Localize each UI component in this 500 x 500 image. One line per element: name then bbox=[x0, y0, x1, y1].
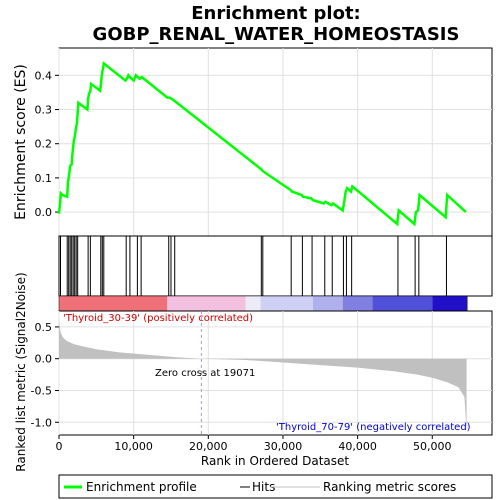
rank-heatmap-bar bbox=[58, 295, 468, 312]
heatmap-segment bbox=[260, 296, 313, 311]
es-y-axis-ticks: 0.0 0.1 0.2 0.3 0.4 bbox=[35, 69, 59, 219]
heatmap-segment bbox=[312, 296, 343, 311]
xtick-label: 0 bbox=[56, 440, 63, 453]
rank-gridlines bbox=[58, 311, 492, 435]
heatmap-segment bbox=[432, 296, 468, 311]
es-ytick-label: 0.3 bbox=[35, 104, 53, 117]
legend: Enrichment profile Hits Ranking metric sco… bbox=[64, 480, 456, 494]
rank-ytick-label: -1.0 bbox=[31, 416, 52, 429]
xtick-label: 10,000 bbox=[114, 440, 153, 453]
es-gridlines bbox=[58, 48, 492, 236]
heatmap-segment bbox=[59, 296, 168, 311]
heatmap-segment bbox=[245, 296, 261, 311]
x-axis-label: Rank in Ordered Dataset bbox=[201, 454, 349, 468]
xtick-label: 20,000 bbox=[189, 440, 228, 453]
hit-marks bbox=[59, 236, 447, 296]
positive-correlation-label: 'Thyroid_30-39' (positively correlated) bbox=[63, 313, 253, 324]
rank-ytick-label: 0.0 bbox=[35, 353, 53, 366]
xtick-label: 40,000 bbox=[338, 440, 377, 453]
chart-title-line1: Enrichment plot: bbox=[191, 3, 361, 24]
legend-label: Ranking metric scores bbox=[323, 480, 456, 494]
es-ytick-label: 0.2 bbox=[35, 138, 53, 151]
enrichment-profile-line bbox=[57, 61, 467, 227]
rank-y-axis-label: Ranked list metric (Signal2Noise) bbox=[14, 272, 28, 471]
hits-panel bbox=[58, 235, 493, 297]
rank-ytick-label: 0.5 bbox=[35, 321, 53, 334]
legend-label: Enrichment profile bbox=[86, 480, 197, 494]
zero-cross-label: Zero cross at 19071 bbox=[155, 368, 255, 379]
es-ytick-label: 0.1 bbox=[35, 172, 53, 185]
es-panel bbox=[58, 47, 493, 237]
heatmap-segment bbox=[372, 296, 433, 311]
es-ytick-label: 0.0 bbox=[35, 206, 53, 219]
chart-title-line2: GOBP_RENAL_WATER_HOMEOSTASIS bbox=[93, 24, 460, 45]
es-y-axis-label: Enrichment score (ES) bbox=[13, 64, 29, 220]
xtick-label: 50,000 bbox=[413, 440, 452, 453]
rank-y-axis-ticks: 0.5 0.0 -0.5 -1.0 bbox=[31, 321, 59, 429]
es-ytick-label: 0.4 bbox=[35, 69, 53, 82]
xtick-label: 30,000 bbox=[264, 440, 303, 453]
rank-ytick-label: -0.5 bbox=[31, 384, 52, 397]
negative-correlation-label: 'Thyroid_70-79' (negatively correlated) bbox=[276, 422, 471, 433]
legend-label: Hits bbox=[252, 480, 275, 494]
x-axis-ticks: 0 10,000 20,000 30,000 40,000 50,000 bbox=[56, 435, 452, 453]
heatmap-segment bbox=[342, 296, 373, 311]
heatmap-segment bbox=[167, 296, 246, 311]
